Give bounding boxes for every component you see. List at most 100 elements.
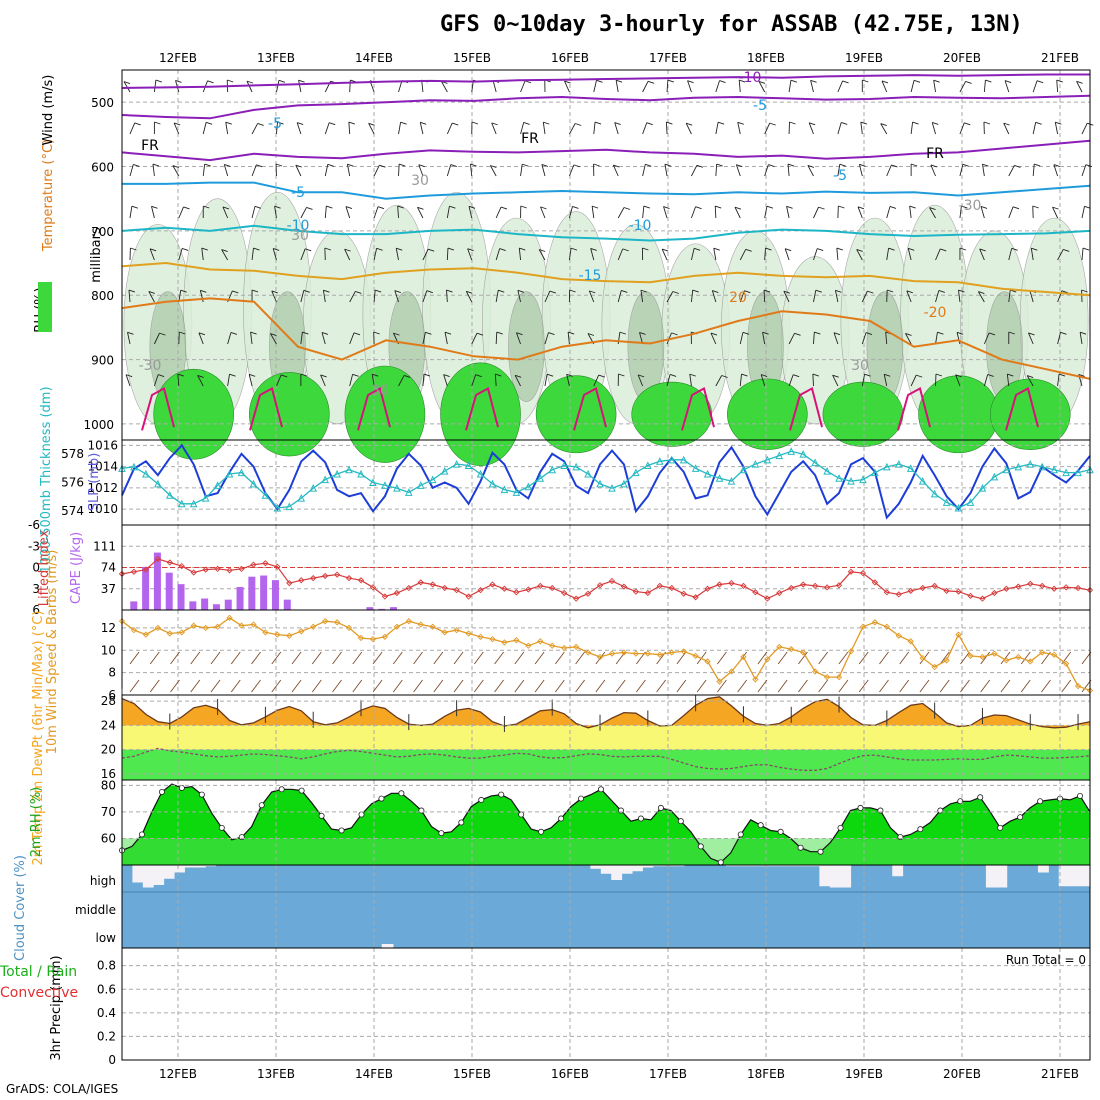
wind-barb (715, 163, 718, 177)
surface-wind-barb (555, 679, 565, 693)
wind-barb (713, 248, 717, 261)
wind-barb (762, 332, 766, 345)
thickness-marker (775, 451, 784, 460)
thickness-marker (201, 493, 210, 502)
wind-barb-flag (1028, 332, 1035, 336)
surface-wind-barb (980, 679, 991, 693)
wind-barb (248, 374, 253, 387)
surface-wind-barb (757, 651, 768, 665)
wind-barb-flag (838, 205, 845, 209)
wind-barb (471, 333, 478, 345)
wind-barb (1081, 206, 1085, 219)
wind-barb-flag (909, 205, 916, 209)
wind-barb-flag (320, 374, 327, 378)
precip-tick-label: 0.4 (97, 1006, 116, 1020)
isotherm-line (121, 139, 1091, 162)
li-tick-label: -3 (28, 539, 40, 553)
wind-barb-flag (221, 249, 228, 253)
wind-marker (130, 626, 138, 634)
wind-barb (520, 80, 526, 93)
surface-wind-barb (271, 651, 282, 665)
wind-barb (933, 80, 936, 93)
wind-barb (663, 206, 668, 219)
wind-barb (441, 81, 448, 93)
wind-barb (763, 289, 766, 303)
wind-marker (1015, 653, 1022, 661)
li-marker (632, 588, 640, 595)
wind-barb-flag (613, 164, 620, 168)
wind-marker (859, 623, 867, 630)
wind-barb (300, 248, 306, 261)
wind-barb-flag (769, 122, 776, 126)
wind-barb-flag (373, 331, 380, 335)
wind-barb-flag (881, 80, 889, 84)
pressure-axis-label: millibars (89, 227, 104, 283)
wind-marker (561, 644, 568, 652)
rh-tick-label: 80 (101, 778, 116, 792)
wind-barb (1079, 332, 1083, 345)
wind-barb-flag (815, 289, 822, 293)
wind-barb-flag (716, 163, 723, 167)
wind-barb (368, 123, 375, 135)
wind-barb-flag (177, 373, 184, 377)
wind-barb (202, 122, 207, 135)
wind-barb (373, 165, 380, 177)
rh-tick-label: 60 (101, 831, 116, 845)
wind-marker (823, 673, 831, 681)
pressure-tick-label: 900 (91, 354, 114, 368)
wind-barb (197, 375, 204, 387)
li-marker (501, 585, 508, 592)
isotherm-line (122, 181, 1091, 200)
high-cloud-gap (194, 865, 206, 868)
wind-barb-flag (744, 290, 751, 294)
wind-barb (129, 164, 134, 177)
precip-total-label: Total / Rain (0, 964, 77, 980)
wind-barb-flag (400, 121, 407, 125)
thickness-marker (787, 447, 796, 455)
li-marker (931, 582, 938, 590)
wind-barb (955, 374, 961, 387)
wind-barb-flag (198, 332, 206, 336)
lifted-index-line (121, 558, 1091, 600)
pressure-tick-label: 800 (91, 289, 114, 303)
contour-label: -10 (629, 218, 652, 234)
li-marker (1027, 580, 1034, 587)
surface-wind-barb (818, 651, 829, 665)
cape-tick-label: 37 (101, 582, 116, 596)
wind-barb-flag (520, 205, 527, 209)
wind-marker (202, 624, 209, 632)
wind-barb-flag (444, 331, 452, 335)
wind-barb (857, 206, 863, 219)
wind-barb-flag (790, 79, 798, 83)
wind-barb (738, 80, 741, 93)
wind-barb-flag (1012, 206, 1020, 210)
wind-marker (943, 657, 950, 664)
wind-marker (668, 649, 675, 656)
high-cloud-gap (163, 865, 175, 879)
surface-wind-barb (696, 679, 707, 693)
wind-barb (373, 248, 378, 261)
wind-barb-flag (491, 122, 498, 126)
wind-barb (958, 290, 961, 303)
wind-barb-flag (249, 373, 256, 377)
wind-barb (349, 291, 356, 303)
wind-barb (1057, 249, 1064, 261)
wind-barb-flag (793, 374, 800, 378)
temp-tick-label: 24 (101, 718, 116, 732)
wind-barb (935, 290, 940, 303)
surface-wind-barb (798, 679, 808, 693)
wind-barb-flag (475, 374, 482, 378)
wind-barb (152, 164, 155, 177)
cloud-level-label: high (90, 874, 116, 888)
high-cloud-gap (184, 865, 196, 868)
wind-barb-flag (983, 121, 991, 125)
rh-marker (438, 830, 445, 837)
li-marker (596, 582, 604, 589)
rh-mid-region (508, 291, 545, 402)
wind-barb (959, 164, 964, 177)
high-cloud-gap (819, 865, 831, 887)
li-marker (644, 589, 651, 597)
wind-barb-flag (495, 373, 502, 377)
run-total-label: Run Total = 0 (1006, 953, 1086, 967)
li-marker (1074, 584, 1082, 592)
